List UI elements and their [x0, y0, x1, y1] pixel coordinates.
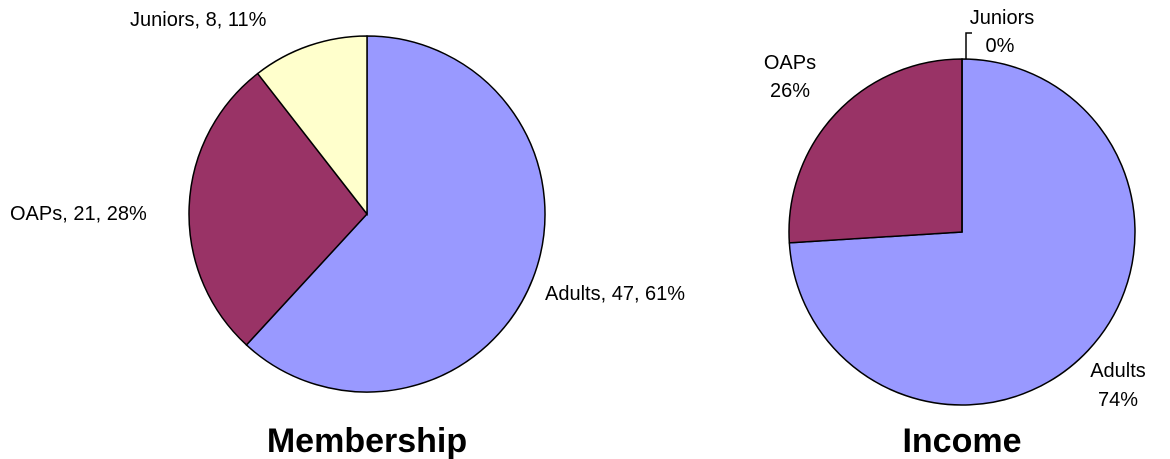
pie-slice	[245, 35, 546, 393]
slice-label: Adults	[1090, 360, 1146, 382]
slice-label: 26%	[770, 80, 810, 102]
slice-label: 74%	[1098, 389, 1138, 411]
pie-slice	[788, 58, 963, 244]
slice-label: OAPs, 21, 28%	[10, 203, 147, 225]
slice-label: Juniors	[970, 7, 1034, 29]
leader-line	[965, 32, 972, 60]
slice-label: Juniors, 8, 11%	[130, 9, 267, 31]
slice-label: 0%	[986, 35, 1015, 57]
pie-slice	[188, 72, 368, 347]
slice-label: OAPs	[764, 52, 816, 74]
slice-label: Adults, 47, 61%	[545, 283, 685, 305]
chart-title: Membership	[267, 422, 467, 459]
chart-title: Income	[902, 422, 1021, 459]
pie-slice	[256, 35, 368, 217]
